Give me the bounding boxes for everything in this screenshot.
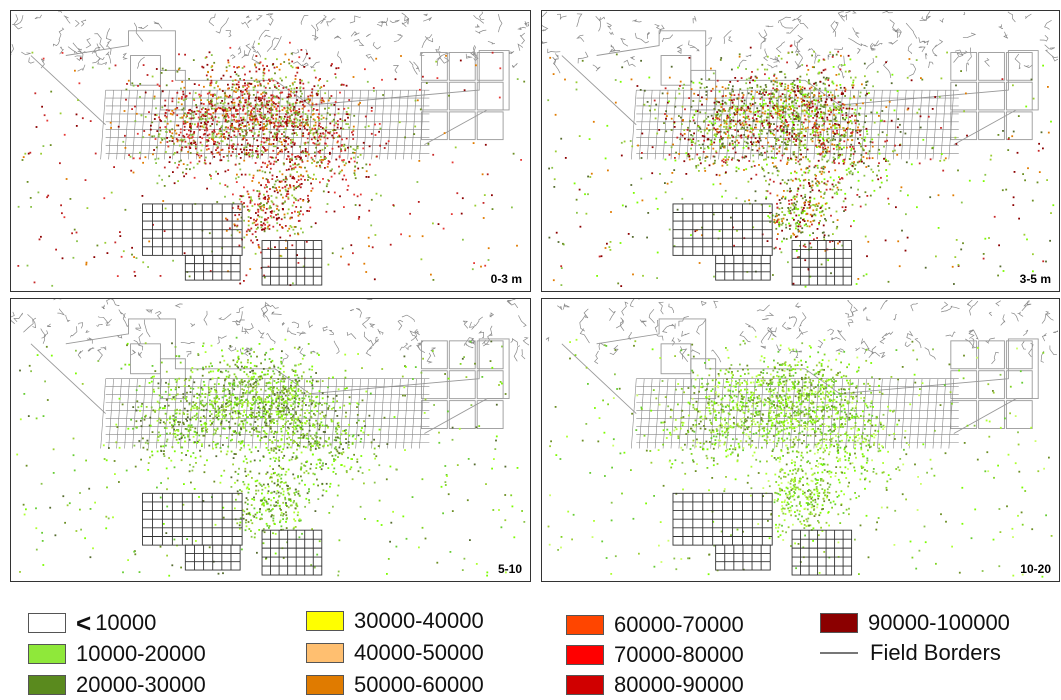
field-grid-blocks	[672, 492, 853, 576]
field-grid	[631, 378, 959, 449]
field-grid-blocks	[142, 492, 323, 576]
field-grid-blocks	[142, 203, 323, 286]
legend-label: 20000-30000	[76, 672, 206, 697]
legend-less-than-symbol: <	[76, 607, 92, 638]
legend-item-20000-30000: 20000-30000	[28, 670, 206, 700]
map-canvas	[11, 299, 529, 577]
density-points	[17, 41, 526, 287]
density-points	[16, 336, 526, 577]
coastline	[11, 299, 529, 365]
legend-label: 80000-90000	[614, 672, 744, 697]
map-canvas	[545, 299, 1058, 578]
map-panel-10-20: 10-20	[541, 298, 1060, 582]
legend-item-60000-70000: 60000-70000	[566, 610, 744, 640]
field-borders	[30, 30, 510, 145]
legend-swatch	[820, 613, 858, 633]
legend-label: 10000-20000	[76, 641, 206, 666]
map-panel-5-10: 5-10	[10, 298, 531, 582]
legend-swatch	[306, 611, 344, 631]
legend-label: 40000-50000	[354, 640, 484, 665]
field-grid	[100, 378, 430, 449]
legend-item-70000-80000: 70000-80000	[566, 640, 744, 670]
legend-label: 50000-60000	[354, 672, 484, 697]
coastline	[542, 11, 1058, 79]
legend-swatch	[28, 613, 66, 633]
legend-item-field-borders: Field Borders	[820, 638, 1001, 668]
legend-swatch	[306, 675, 344, 695]
legend-item-30000-40000: 30000-40000	[306, 606, 484, 636]
legend-label: Field Borders	[870, 640, 1001, 665]
field-grid-blocks	[672, 203, 853, 286]
map-canvas	[11, 11, 529, 287]
map-panel-0-3m: 0-3 m	[10, 10, 531, 292]
legend-item-90000-100000: 90000-100000	[820, 608, 1010, 638]
panel-depth-label: 3-5 m	[1019, 272, 1051, 286]
legend-label: 70000-80000	[614, 642, 744, 667]
legend-item-lt-10000: < 10000	[28, 608, 156, 638]
legend-item-40000-50000: 40000-50000	[306, 638, 484, 668]
map-canvas	[542, 11, 1058, 288]
map-legend: < 10000 10000-20000 20000-30000 30000-40…	[0, 602, 1061, 700]
coastline	[545, 299, 1058, 365]
panel-depth-label: 0-3 m	[490, 272, 522, 286]
coastline	[11, 11, 529, 75]
legend-item-50000-60000: 50000-60000	[306, 670, 484, 700]
field-borders	[561, 30, 1039, 145]
legend-label: 30000-40000	[354, 608, 484, 633]
legend-label: 90000-100000	[868, 610, 1010, 635]
density-points	[547, 44, 1055, 288]
legend-label: 10000	[95, 610, 157, 635]
field-border-line-swatch	[820, 652, 858, 654]
panel-depth-label: 10-20	[1020, 562, 1051, 576]
legend-item-10000-20000: 10000-20000	[28, 639, 206, 669]
map-panel-3-5m: 3-5 m	[541, 10, 1060, 292]
legend-swatch	[28, 675, 66, 695]
legend-swatch	[28, 644, 66, 664]
legend-swatch	[566, 675, 604, 695]
panel-depth-label: 5-10	[497, 562, 522, 576]
legend-swatch	[566, 615, 604, 635]
legend-label: 60000-70000	[614, 612, 744, 637]
legend-swatch	[306, 643, 344, 663]
legend-swatch	[566, 645, 604, 665]
legend-item-80000-90000: 80000-90000	[566, 670, 744, 700]
